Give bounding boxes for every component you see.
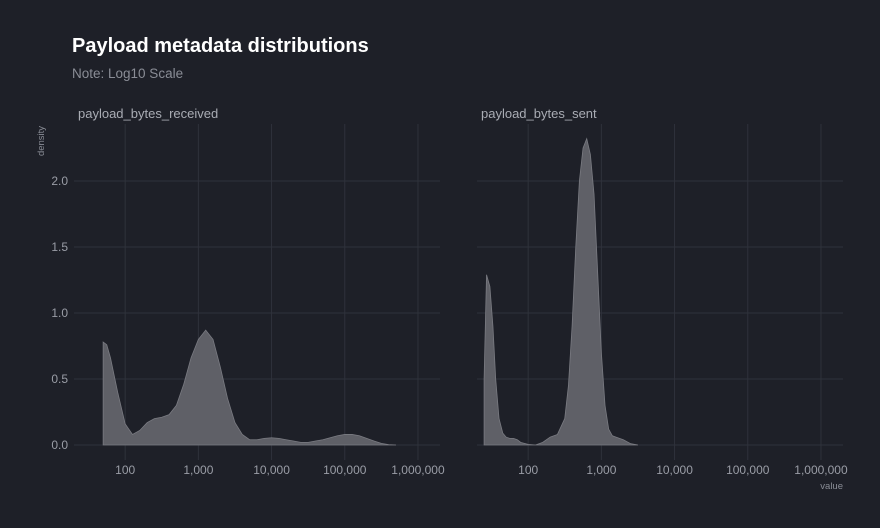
- x-tick-label: 1,000: [183, 463, 213, 477]
- y-tick-label: 0.0: [51, 438, 68, 452]
- chart-title: Payload metadata distributions: [72, 35, 369, 57]
- y-axis-title: density: [36, 126, 47, 156]
- x-tick-label: 1,000,000: [794, 463, 848, 477]
- x-tick-label: 10,000: [253, 463, 290, 477]
- x-tick-label: 100: [518, 463, 538, 477]
- x-ticks-received: 100 1,000 10,000 100,000 1,000,000: [115, 463, 445, 477]
- gridlines-received: [74, 124, 440, 460]
- x-axis-title: value: [820, 481, 843, 492]
- x-tick-label: 1,000,000: [391, 463, 445, 477]
- density-area-received: [102, 329, 397, 446]
- y-ticks-received: 0.0 0.5 1.0 1.5 2.0: [51, 174, 68, 452]
- panel-payload-bytes-sent: payload_bytes_sent 100 1,000 10,000 100,000…: [477, 106, 848, 492]
- x-tick-label: 1,000: [586, 463, 616, 477]
- x-tick-label: 100,000: [323, 463, 367, 477]
- x-tick-label: 100: [115, 463, 135, 477]
- panel-payload-bytes-received: payload_bytes_received 100 1,000 10,000 100…: [36, 106, 445, 477]
- facet-label-received: payload_bytes_received: [78, 106, 218, 121]
- y-tick-label: 0.5: [51, 372, 68, 386]
- density-area-sent: [483, 137, 639, 446]
- chart-subtitle: Note: Log10 Scale: [72, 66, 183, 81]
- facet-label-sent: payload_bytes_sent: [481, 106, 597, 121]
- y-tick-label: 1.5: [51, 240, 68, 254]
- y-tick-label: 1.0: [51, 306, 68, 320]
- gridlines-sent: [477, 124, 843, 460]
- x-tick-label: 10,000: [656, 463, 693, 477]
- x-ticks-sent: 100 1,000 10,000 100,000 1,000,000: [518, 463, 848, 477]
- y-tick-label: 2.0: [51, 174, 68, 188]
- x-tick-label: 100,000: [726, 463, 770, 477]
